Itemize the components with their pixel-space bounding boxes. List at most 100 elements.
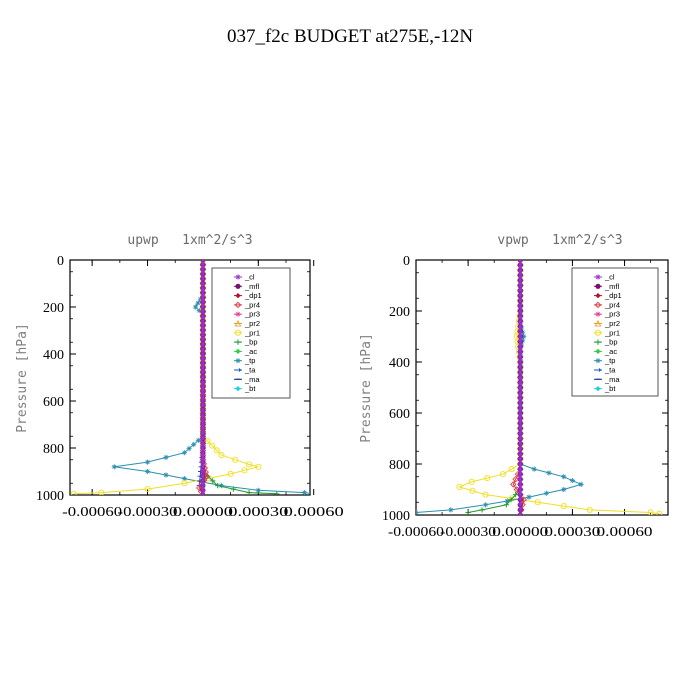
data-point-pr1	[456, 483, 463, 491]
data-point-cl	[517, 272, 523, 278]
legend-label: _cl	[604, 273, 615, 282]
data-point-cl	[517, 435, 523, 442]
data-point-tp	[561, 486, 567, 493]
data-point-bp	[215, 483, 221, 489]
legend-box	[571, 267, 659, 397]
data-point-cl	[200, 468, 206, 475]
y-tick-label: 0	[403, 254, 410, 269]
x-tick-label: -0.00030	[440, 525, 496, 540]
legend-label: _pr1	[244, 328, 260, 337]
data-point-cl	[200, 459, 206, 465]
data-point-cl	[517, 369, 523, 375]
data-point-cl	[517, 502, 523, 508]
data-point-cl	[517, 456, 523, 462]
data-point-tp	[531, 466, 537, 472]
y-tick-label: 600	[389, 407, 410, 422]
data-point-tp	[578, 481, 584, 487]
legend-label: _ma	[604, 375, 620, 384]
data-point-tp	[569, 477, 576, 484]
data-point-pr1	[213, 447, 220, 454]
panel-title: upwp 1xm^2/s^3	[127, 233, 252, 248]
legend-label: _pr3	[244, 310, 260, 319]
data-point-cl	[200, 266, 206, 272]
data-point-cl	[517, 308, 523, 314]
data-point-cl	[200, 487, 206, 493]
data-point-cl	[200, 285, 206, 291]
data-point-cl	[200, 464, 206, 470]
series-group	[70, 260, 310, 495]
data-point-cl	[200, 318, 206, 324]
legend-label: _ta	[244, 366, 256, 375]
data-point-bp	[246, 490, 252, 495]
data-point-cl	[517, 410, 523, 416]
data-point-cl	[517, 420, 523, 426]
legend-swatch-marker	[595, 358, 601, 364]
data-point-cl	[200, 356, 206, 362]
data-point-cl	[200, 417, 206, 423]
data-point-cl	[200, 351, 206, 357]
legend-swatch-marker	[595, 283, 601, 289]
legend-label: _bt	[604, 384, 616, 393]
data-point-pr1	[209, 442, 216, 449]
y-tick-label: 200	[43, 301, 64, 316]
data-point-cl	[200, 436, 206, 442]
data-point-cl	[200, 393, 206, 399]
data-point-cl	[200, 421, 206, 428]
figure-title: 037_f2c BUDGET at275E,-12N	[227, 26, 473, 47]
data-point-cl	[517, 349, 523, 355]
data-point-cl	[200, 412, 206, 418]
x-tick-label: 0.00030	[544, 525, 600, 540]
data-point-cl	[517, 282, 523, 289]
data-point-cl	[200, 478, 206, 484]
data-point-cl	[517, 425, 523, 431]
data-point-tp	[561, 474, 567, 480]
y-tick-label: 1000	[36, 489, 64, 504]
data-point-cl	[200, 337, 206, 343]
data-point-cl	[517, 395, 523, 401]
legend-label: _pr2	[244, 319, 260, 328]
data-point-tp	[197, 296, 204, 302]
data-point-bp	[508, 497, 514, 503]
legend-label: _pr1	[604, 328, 620, 337]
data-point-cl	[517, 466, 523, 472]
data-point-cl	[200, 327, 206, 334]
data-point-pr1	[508, 495, 515, 502]
legend-label: _tp	[244, 356, 255, 365]
legend-swatch-marker	[234, 301, 242, 309]
legend-label: _mfl	[244, 282, 260, 291]
data-point-tp	[448, 507, 454, 513]
data-point-cl	[200, 426, 206, 432]
data-point-cl	[517, 288, 523, 294]
legend-swatch-marker	[235, 339, 241, 345]
panel-title: vpwp 1xm^2/s^3	[497, 233, 622, 248]
data-point-cl	[200, 346, 206, 352]
data-point-cl	[200, 309, 206, 315]
x-tick-label: -0.00030	[118, 505, 178, 520]
data-point-pr1	[144, 486, 151, 493]
data-point-cl	[517, 461, 523, 467]
legend-label: _pr4	[244, 300, 260, 309]
legend-swatch-marker	[595, 339, 601, 345]
data-point-tp	[186, 445, 192, 452]
y-tick-label: 400	[43, 348, 64, 363]
data-point-cl	[517, 277, 523, 283]
legend: _cl_mfl_dp1_pr4_pr3_pr2_pr1_bp_ac_tp_ta_…	[571, 267, 659, 397]
data-point-pr1	[647, 509, 654, 515]
x-tick-label: 0.00060	[597, 525, 653, 540]
x-tick-label: 0.00000	[173, 505, 233, 520]
data-point-cl	[200, 379, 206, 385]
legend-label: _mfl	[604, 282, 620, 291]
data-point-cl	[517, 262, 523, 268]
y-tick-label: 800	[43, 442, 64, 457]
data-point-tp	[546, 470, 552, 476]
data-point-cl	[517, 374, 523, 380]
legend-label: _ac	[604, 347, 617, 356]
legend-swatch-marker	[234, 329, 242, 336]
legend-swatch-marker	[235, 293, 241, 299]
data-point-cl	[517, 430, 523, 436]
data-point-tp	[196, 307, 202, 314]
data-point-cl	[200, 280, 206, 287]
legend-swatch-marker	[235, 368, 242, 372]
legend-label: _dp1	[604, 291, 622, 300]
legend-swatch-marker	[595, 293, 601, 299]
